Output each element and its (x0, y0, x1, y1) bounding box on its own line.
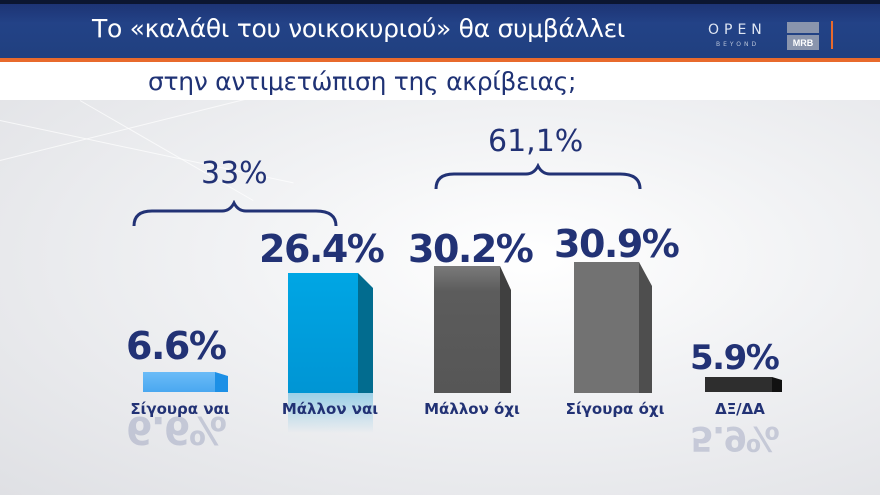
bar-mallon-nai (288, 273, 373, 393)
reflection (288, 393, 373, 433)
header-shade (0, 0, 880, 4)
bar-front (574, 262, 639, 393)
bar-label-sigoura-ochi: Σίγουρα όχι (565, 400, 665, 418)
logo-separator (831, 21, 833, 49)
bar-dx-da (705, 377, 782, 392)
bar-side (500, 290, 511, 393)
bar-side (215, 376, 228, 392)
reflection: 5.9% (690, 418, 779, 458)
chart-title-line1: Το «καλάθι του νοικοκυριού» θα συμβάλλει (92, 14, 625, 43)
brace-yes-icon (132, 200, 338, 227)
bar-side-top (639, 262, 652, 286)
header-band (0, 0, 880, 58)
open-beyond-logo: BEYOND (716, 41, 760, 48)
bar-value-mallon-ochi: 30.2% (408, 227, 534, 271)
reflection: 6.6% (126, 408, 226, 452)
bar-label-mallon-ochi: Μάλλον όχι (424, 400, 520, 418)
orange-accent-line (0, 58, 880, 62)
bar-side (772, 380, 782, 392)
bar-front (143, 372, 215, 392)
bar-mallon-ochi (434, 266, 511, 393)
bar-sigoura-nai (143, 372, 228, 392)
bar-side-top (215, 372, 228, 376)
bar-front (288, 273, 358, 393)
bar-side-top (358, 273, 373, 288)
mrb-logo: MRB (787, 22, 819, 50)
subtitle-band (0, 62, 880, 100)
bar-side (358, 288, 373, 393)
bar-sigoura-ochi (574, 262, 652, 393)
bar-value-sigoura-nai: 6.6% (126, 324, 227, 368)
bg-streak (0, 100, 408, 161)
bar-label-mallon-nai: Μάλλον ναι (281, 400, 379, 418)
chart-title-line2: στην αντιμετώπιση της ακρίβειας; (148, 67, 577, 96)
bar-side-top (500, 266, 511, 290)
bar-label-sigoura-nai: Σίγουρα ναι (130, 400, 230, 418)
bar-side (639, 286, 652, 393)
bar-side-top (772, 377, 782, 380)
open-logo: OPEN (708, 22, 767, 38)
bar-value-dx-da: 5.9% (690, 338, 780, 378)
bar-front (705, 377, 772, 392)
bar-front (434, 266, 500, 393)
mrb-logo-top (787, 22, 819, 33)
group-total-yes: 33% (201, 156, 268, 191)
group-total-no: 61,1% (488, 124, 584, 159)
bar-value-mallon-nai: 26.4% (259, 227, 385, 271)
bar-label-dx-da: ΔΞ/ΔΑ (715, 400, 765, 418)
mrb-logo-text: MRB (787, 35, 819, 50)
brace-no-icon (434, 163, 642, 190)
bar-value-sigoura-ochi: 30.9% (554, 222, 680, 266)
